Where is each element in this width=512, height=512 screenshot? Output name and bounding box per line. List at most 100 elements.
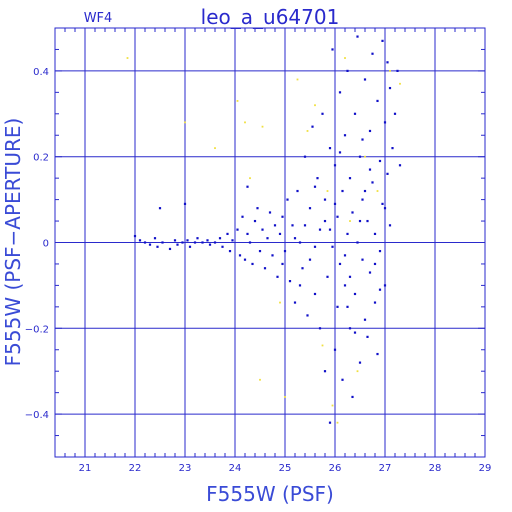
x-tick-label: 22 [129,463,142,474]
data-point-yellow [364,155,366,158]
data-point-blue [356,35,359,38]
data-point-yellow [284,396,286,398]
data-point-blue [386,172,389,175]
data-point-blue [311,125,314,128]
data-point-blue [196,237,199,240]
data-point-blue [293,237,297,240]
data-point-blue [218,237,222,240]
data-point-blue [293,301,297,304]
data-point-blue [328,421,332,424]
data-point-blue [261,228,264,231]
data-point-blue [298,241,302,244]
data-point-blue [206,239,209,242]
data-point-blue [328,147,332,150]
data-point-blue [341,378,344,381]
data-point-yellow [321,344,324,347]
x-tick-label: 29 [479,463,492,474]
data-point-blue [183,202,187,205]
data-point-blue [361,198,364,201]
data-point-blue [323,370,327,373]
data-point-blue [278,232,282,236]
data-point-blue [371,52,374,55]
data-point-blue [298,284,302,287]
data-point-blue [333,348,337,351]
data-point-blue [148,243,152,246]
data-point-blue [173,239,177,242]
data-point-blue [201,241,204,244]
data-point-blue [308,207,312,210]
data-point-blue [331,245,334,248]
data-point-blue [188,245,192,248]
data-point-blue [226,232,229,236]
data-point-blue [361,138,364,141]
data-point-blue [398,164,402,167]
data-point-blue [286,198,289,201]
data-point-blue [231,239,234,242]
data-point-yellow [336,421,339,424]
data-point-blue [353,292,357,296]
data-point-blue [303,155,307,158]
data-point-blue [291,224,294,227]
data-point-blue [243,258,247,261]
data-point-blue [368,168,372,171]
data-point-blue [348,275,352,278]
data-point-blue [266,237,269,240]
data-point-yellow [261,125,264,128]
data-point-blue [338,151,342,154]
data-point-blue [393,112,397,115]
x-tick-label: 28 [429,463,442,474]
data-point-blue [368,129,372,133]
data-point-blue [208,243,212,246]
data-point-blue [391,147,394,150]
data-point-blue [248,241,252,244]
data-point-blue [346,232,349,236]
y-tick-label: 0.4 [33,67,49,78]
data-point-blue [296,189,299,193]
data-point-blue [386,61,389,64]
data-point-blue [356,241,359,244]
data-point-blue [396,69,399,72]
data-point-blue [343,134,347,137]
data-point-blue [381,39,384,42]
data-point-blue [313,292,317,296]
data-point-blue [193,241,197,244]
data-point-blue [161,241,164,244]
data-point-yellow [356,370,359,373]
data-point-blue [328,228,332,231]
data-point-blue [241,215,244,218]
data-point-yellow [249,177,251,180]
data-point-blue [373,262,377,266]
data-point-blue [271,254,274,257]
data-point-blue [263,267,267,270]
data-point-blue [376,99,379,103]
data-point-yellow [214,147,216,150]
data-point-blue [363,78,367,81]
data-point-blue [366,335,369,338]
data-point-blue [168,247,172,251]
x-tick-label: 25 [279,463,292,474]
data-point-blue [363,189,367,193]
data-point-blue [256,207,259,210]
data-point-blue [376,352,379,356]
data-point-blue [228,249,232,253]
data-point-blue [236,228,239,231]
data-point-yellow [126,57,129,59]
data-point-blue [358,361,362,364]
data-point-yellow [279,301,281,304]
data-point-blue [323,219,327,223]
data-point-blue [371,181,374,184]
data-point-blue [333,164,337,167]
data-point-blue [353,331,357,334]
x-tick-label: 23 [179,463,192,474]
data-point-blue [281,215,284,218]
data-point-blue [313,185,317,188]
x-tick-label: 21 [79,463,92,474]
x-axis-label: F555W (PSF) [206,482,334,506]
data-point-blue [338,262,342,266]
data-point-blue [186,239,189,242]
data-point-blue [336,215,339,218]
y-axis-label: F555W (PSF−APERTURE) [1,118,25,367]
data-point-blue [373,301,377,304]
data-point-blue [358,219,362,223]
data-point-blue [308,258,312,261]
